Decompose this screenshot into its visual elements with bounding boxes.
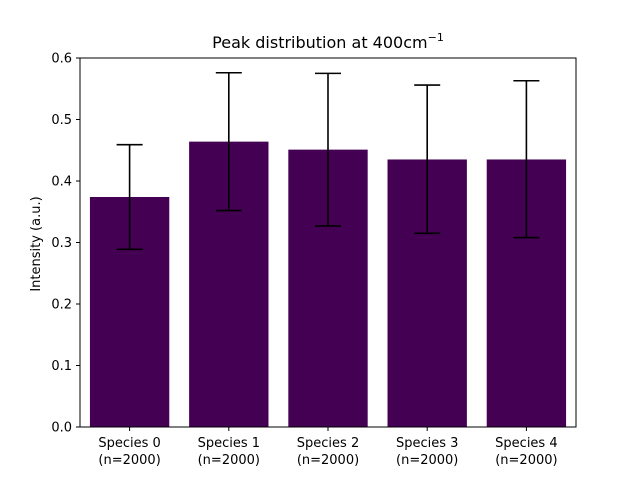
plot-area: 0.0 0.1 0.2 0.3 0.4 0.5 0.6 Species 0 (n=2000) Sp… [51, 52, 577, 468]
x-tick-sublabel-4: (n=2000) [495, 453, 557, 468]
chart-title: Peak distribution at 400cm−1 [212, 31, 444, 52]
x-tick-sublabel-0: (n=2000) [98, 453, 160, 468]
x-tick-sublabel-3: (n=2000) [396, 453, 458, 468]
y-tick-label-4: 0.4 [51, 175, 72, 190]
y-tick-label-0: 0.0 [51, 421, 72, 436]
y-tick-label-1: 0.1 [51, 359, 72, 374]
y-tick-label-5: 0.5 [51, 113, 72, 128]
x-tick-label-1: Species 1 [198, 436, 260, 451]
x-tick-label-4: Species 4 [495, 436, 557, 451]
chart-title-superscript: −1 [428, 31, 444, 44]
chart-title-main: Peak distribution at 400cm [212, 33, 427, 52]
y-tick-label-6: 0.6 [51, 52, 72, 67]
y-tick-label-2: 0.2 [51, 298, 72, 313]
y-tick-label-3: 0.3 [51, 236, 72, 251]
x-tick-label-0: Species 0 [98, 436, 160, 451]
y-axis-label: Intensity (a.u.) [29, 196, 44, 291]
x-tick-sublabel-1: (n=2000) [198, 453, 260, 468]
x-tick-label-2: Species 2 [297, 436, 359, 451]
x-tick-label-3: Species 3 [396, 436, 458, 451]
x-tick-sublabel-2: (n=2000) [297, 453, 359, 468]
